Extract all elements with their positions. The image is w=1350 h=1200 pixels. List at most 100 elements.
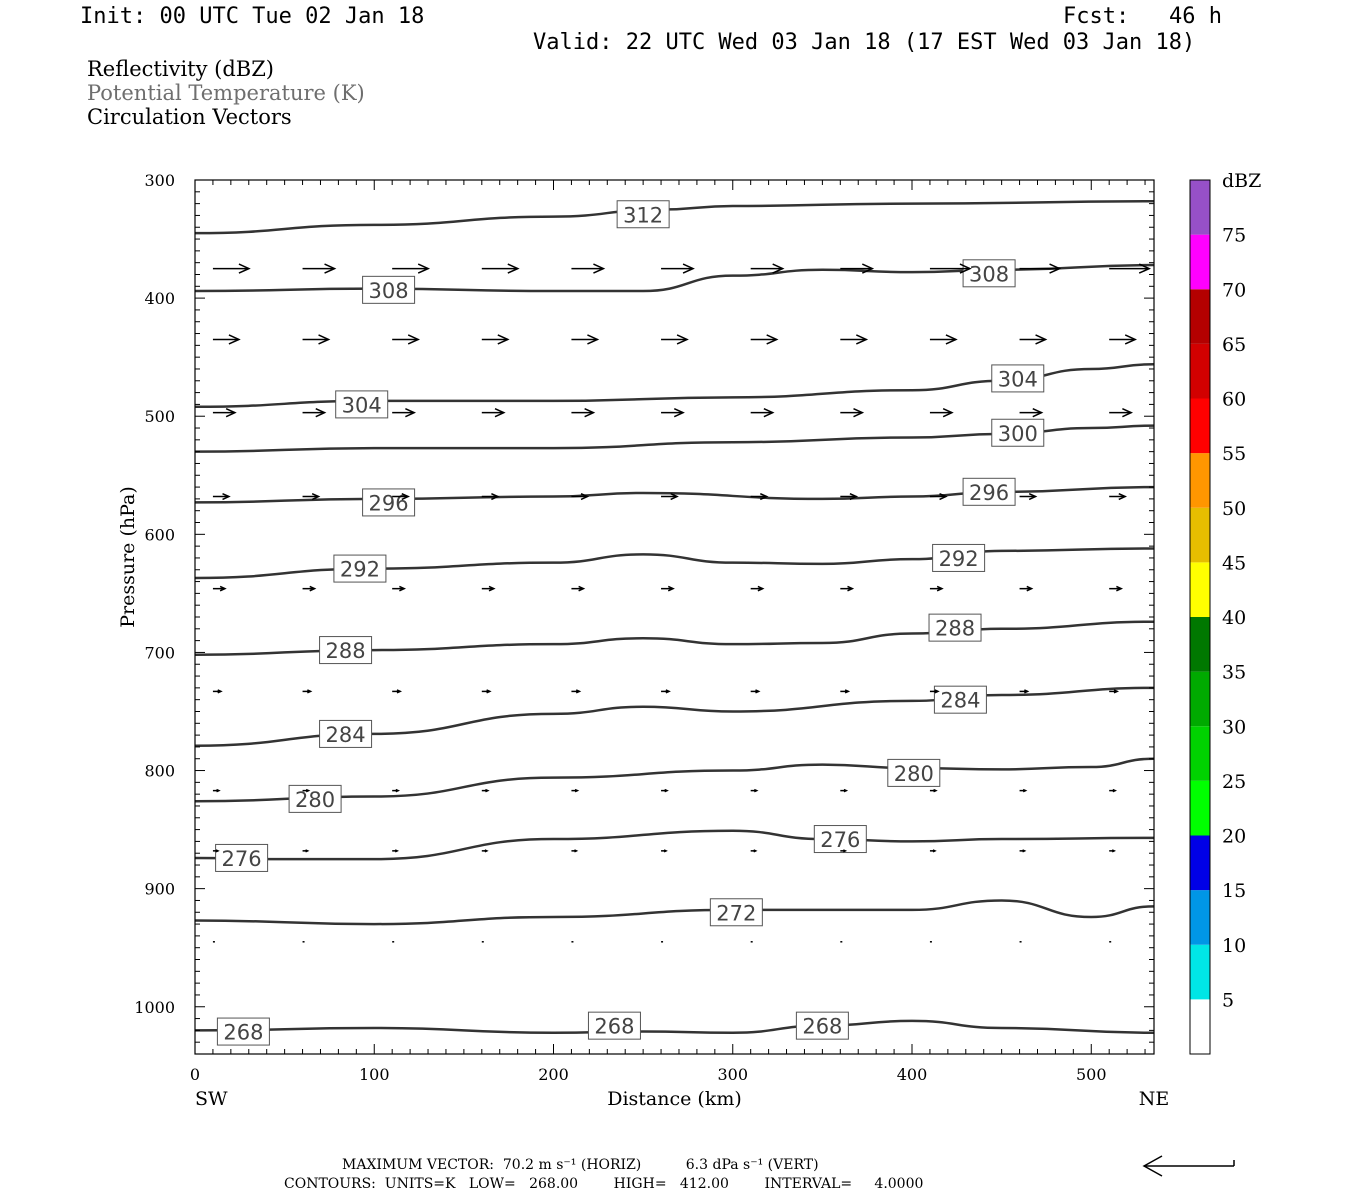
vector-head: [1032, 408, 1044, 418]
contour-label-284: 284: [319, 719, 373, 748]
contour-284: [194, 686, 1155, 747]
circulation-vector: [750, 585, 765, 592]
circulation-vector: [661, 263, 695, 274]
contour-label-text: 280: [894, 762, 934, 786]
vector-head: [945, 334, 958, 345]
contour-label-box: [932, 543, 986, 572]
contour-label-268: 268: [587, 1011, 641, 1040]
contour-272: [194, 899, 1155, 926]
circulation-vector: [392, 263, 431, 274]
contour-label-box: [616, 200, 670, 229]
y-tick-label: 600: [144, 525, 175, 544]
circulation-vector: [212, 408, 237, 418]
vector-head: [1022, 788, 1028, 793]
contour-label-304: 304: [335, 390, 389, 419]
y-tick-label: 900: [144, 880, 175, 899]
contour-276: [194, 829, 1155, 861]
circulation-vector: [302, 849, 310, 853]
circulation-vector: [481, 408, 506, 418]
contour-label-288: 288: [319, 636, 373, 665]
vector-head: [942, 408, 954, 418]
ne-label: NE: [1139, 1088, 1170, 1110]
x-tick-label: 400: [897, 1065, 928, 1084]
circulation-vector: [212, 263, 251, 274]
circulation-vector: [661, 585, 675, 592]
vector-head: [216, 788, 221, 793]
circulation-vector: [929, 788, 938, 793]
contour-label-box: [319, 636, 373, 665]
circulation-vector: [929, 585, 944, 592]
circulation-vector: [392, 492, 411, 501]
vector-head: [238, 263, 251, 274]
vector-head: [959, 263, 972, 274]
y-tick-label: 1000: [134, 998, 175, 1017]
contour-label-box: [813, 825, 867, 854]
circulation-vector: [392, 788, 401, 793]
colorbar-tick-label: 75: [1222, 225, 1246, 247]
vector-head: [753, 849, 758, 853]
contour-info: CONTOURS: UNITS=K LOW= 268.00 HIGH= 412.…: [284, 1176, 924, 1192]
vector-head: [507, 263, 520, 274]
colorbar-bin: [1190, 780, 1210, 836]
colorbar-bin: [1190, 453, 1210, 508]
circulation-vector: [392, 689, 403, 694]
circulation-vector: [392, 408, 417, 418]
circulation-vector: [571, 849, 579, 853]
contour-label-276: 276: [215, 843, 269, 872]
vector-head: [305, 788, 311, 793]
contour-label-box: [216, 1017, 270, 1046]
circulation-vector: [1019, 849, 1027, 853]
circulation-vector: [302, 334, 331, 345]
circulation-vector: [661, 849, 668, 853]
contour-label-text: 288: [935, 617, 975, 641]
circulation-vector: [1109, 585, 1124, 592]
contour-label-box: [288, 784, 342, 813]
circulation-vector: [481, 334, 510, 345]
circulation-vector: [1109, 334, 1138, 345]
contour-label-box: [991, 418, 1045, 447]
circulation-vector: [481, 492, 500, 501]
vector-head: [1111, 849, 1117, 853]
legend-potential-temperature: Potential Temperature (K): [87, 81, 365, 105]
vector-head: [934, 689, 940, 694]
maximum-vector-info: MAXIMUM VECTOR: 70.2 m s⁻¹ (HORIZ) 6.3 d…: [342, 1157, 819, 1173]
colorbar-frame: [1189, 179, 1211, 1055]
vector-head: [843, 788, 849, 793]
vector-head: [405, 408, 417, 418]
contour-label-box: [962, 477, 1016, 506]
contour-label-text: 276: [820, 828, 860, 852]
vector-head: [578, 585, 586, 592]
contour-300: [194, 424, 1155, 453]
circulation-vector: [929, 408, 954, 418]
circulation-vector: [302, 689, 313, 694]
vector-head: [772, 263, 785, 274]
vector-head: [667, 585, 675, 592]
circulation-vector: [571, 689, 582, 694]
circulation-vector: [840, 689, 851, 694]
circulation-vector: [481, 788, 490, 793]
circulation-vector: [929, 334, 958, 345]
contour-312: [194, 200, 1155, 235]
circulation-vector: [392, 585, 407, 592]
circulation-vector: [212, 585, 227, 592]
circulation-vector: [1109, 263, 1152, 274]
contour-label-box: [319, 719, 373, 748]
colorbar-tick-label: 65: [1222, 334, 1246, 356]
contour-label-272: 272: [709, 898, 763, 927]
circulation-vector: [661, 334, 689, 345]
contour-label-text: 304: [998, 367, 1038, 391]
contour-label-312: 312: [616, 200, 670, 229]
circulation-vector: [1019, 788, 1028, 793]
circulation-vector: [302, 788, 311, 793]
circulation-vector: [750, 334, 779, 345]
vector-head: [1022, 849, 1027, 853]
circulation-vector: [1019, 492, 1038, 501]
vector-head: [395, 788, 401, 793]
vector-head: [491, 492, 500, 501]
circulation-vector: [302, 408, 327, 418]
vector-head: [939, 492, 948, 501]
colorbar-tick-label: 15: [1222, 880, 1246, 902]
circulation-vector: [750, 849, 758, 853]
vector-head: [862, 263, 875, 274]
x-tick-label: 100: [359, 1065, 390, 1084]
